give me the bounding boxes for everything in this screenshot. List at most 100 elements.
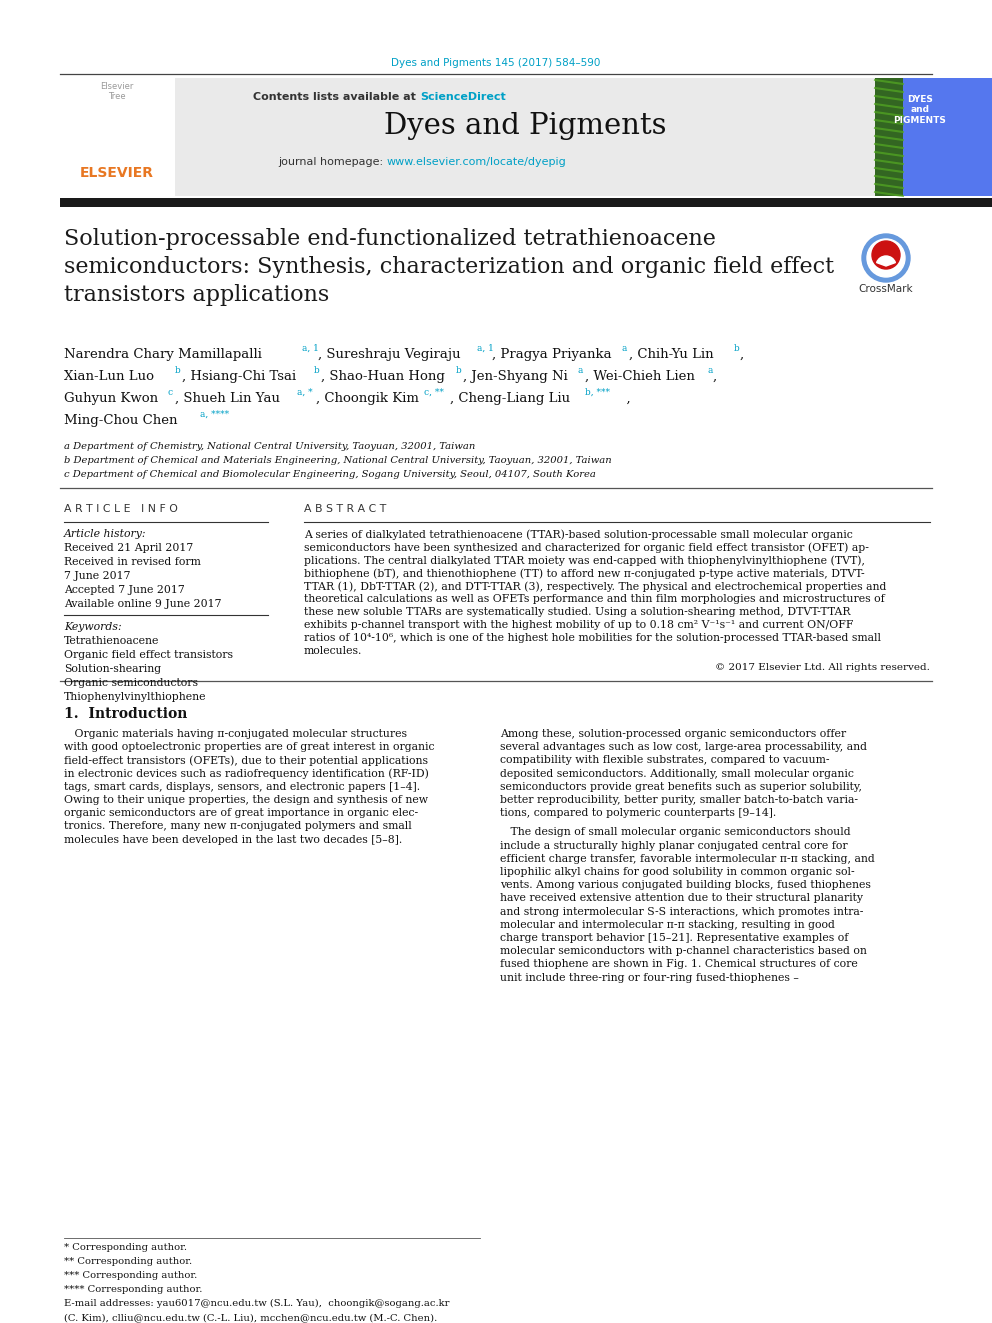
Text: Solution-processable end-functionalized tetrathienoacene
semiconductors: Synthes: Solution-processable end-functionalized …	[64, 228, 834, 306]
Text: Dyes and Pigments 145 (2017) 584–590: Dyes and Pigments 145 (2017) 584–590	[391, 58, 601, 67]
Text: with good optoelectronic properties are of great interest in organic: with good optoelectronic properties are …	[64, 742, 434, 753]
Text: ,: ,	[618, 392, 631, 405]
Bar	[60, 198, 992, 206]
Text: , Cheng-Liang Liu: , Cheng-Liang Liu	[450, 392, 570, 405]
Text: ScienceDirect: ScienceDirect	[420, 93, 506, 102]
Bar	[60, 78, 175, 196]
Text: compatibility with flexible substrates, compared to vacuum-: compatibility with flexible substrates, …	[500, 755, 829, 766]
Text: b: b	[314, 366, 319, 374]
Text: c: c	[168, 388, 174, 397]
Text: **** Corresponding author.: **** Corresponding author.	[64, 1285, 202, 1294]
Text: theoretical calculations as well as OFETs performance and thin film morphologies: theoretical calculations as well as OFET…	[304, 594, 885, 605]
Text: bithiophene (bT), and thienothiophene (TT) to afford new π-conjugated p-type act: bithiophene (bT), and thienothiophene (T…	[304, 568, 865, 578]
Text: molecules.: molecules.	[304, 646, 362, 656]
Text: ,: ,	[740, 348, 744, 361]
Text: Guhyun Kwon: Guhyun Kwon	[64, 392, 158, 405]
Text: these new soluble TTARs are systematically studied. Using a solution-shearing me: these new soluble TTARs are systematical…	[304, 607, 850, 617]
Text: a: a	[707, 366, 712, 374]
Text: Narendra Chary Mamillapalli: Narendra Chary Mamillapalli	[64, 348, 262, 361]
Bar	[875, 78, 992, 196]
Text: field-effect transistors (OFETs), due to their potential applications: field-effect transistors (OFETs), due to…	[64, 755, 428, 766]
Text: deposited semiconductors. Additionally, small molecular organic: deposited semiconductors. Additionally, …	[500, 769, 854, 779]
Text: Thiophenylvinylthiophene: Thiophenylvinylthiophene	[64, 692, 206, 703]
Text: Xian-Lun Luo: Xian-Lun Luo	[64, 370, 154, 382]
Text: , Jen-Shyang Ni: , Jen-Shyang Ni	[463, 370, 567, 382]
Text: Ming-Chou Chen: Ming-Chou Chen	[64, 414, 178, 427]
Text: , Shao-Huan Hong: , Shao-Huan Hong	[321, 370, 444, 382]
Text: plications. The central dialkylated TTAR moiety was end-capped with thiophenylvi: plications. The central dialkylated TTAR…	[304, 556, 865, 565]
Text: tags, smart cards, displays, sensors, and electronic papers [1–4].: tags, smart cards, displays, sensors, an…	[64, 782, 421, 791]
Text: tronics. Therefore, many new π-conjugated polymers and small: tronics. Therefore, many new π-conjugate…	[64, 822, 412, 831]
Text: semiconductors have been synthesized and characterized for organic field effect : semiconductors have been synthesized and…	[304, 542, 869, 553]
Text: molecules have been developed in the last two decades [5–8].: molecules have been developed in the las…	[64, 835, 402, 844]
Text: Owing to their unique properties, the design and synthesis of new: Owing to their unique properties, the de…	[64, 795, 428, 804]
Text: organic semiconductors are of great importance in organic elec-: organic semiconductors are of great impo…	[64, 808, 418, 818]
Bar	[175, 78, 875, 196]
Text: Available online 9 June 2017: Available online 9 June 2017	[64, 599, 221, 609]
Text: better reproducibility, better purity, smaller batch-to-batch varia-: better reproducibility, better purity, s…	[500, 795, 858, 804]
Text: , Shueh Lin Yau: , Shueh Lin Yau	[175, 392, 280, 405]
Text: several advantages such as low cost, large-area processability, and: several advantages such as low cost, lar…	[500, 742, 867, 753]
Text: b, ***: b, ***	[585, 388, 610, 397]
Bar	[875, 78, 903, 196]
Text: Received in revised form: Received in revised form	[64, 557, 200, 568]
Text: vents. Among various conjugated building blocks, fused thiophenes: vents. Among various conjugated building…	[500, 880, 871, 890]
Text: c Department of Chemical and Biomolecular Engineering, Sogang University, Seoul,: c Department of Chemical and Biomolecula…	[64, 470, 596, 479]
Text: b: b	[456, 366, 461, 374]
Text: have received extensive attention due to their structural planarity: have received extensive attention due to…	[500, 893, 863, 904]
Text: in electronic devices such as radiofrequency identification (RF-ID): in electronic devices such as radiofrequ…	[64, 769, 429, 779]
Text: Organic field effect transistors: Organic field effect transistors	[64, 650, 233, 660]
Text: CrossMark: CrossMark	[859, 284, 914, 294]
Text: * Corresponding author.: * Corresponding author.	[64, 1244, 187, 1252]
Text: , Choongik Kim: , Choongik Kim	[316, 392, 419, 405]
Text: exhibits p-channel transport with the highest mobility of up to 0.18 cm² V⁻¹s⁻¹ : exhibits p-channel transport with the hi…	[304, 620, 853, 630]
Text: Elsevier
Tree: Elsevier Tree	[100, 82, 134, 102]
Text: , Sureshraju Vegiraju: , Sureshraju Vegiraju	[318, 348, 460, 361]
Text: , Chih-Yu Lin: , Chih-Yu Lin	[629, 348, 713, 361]
Text: (C. Kim), clliu@ncu.edu.tw (C.-L. Liu), mcchen@ncu.edu.tw (M.-C. Chen).: (C. Kim), clliu@ncu.edu.tw (C.-L. Liu), …	[64, 1312, 437, 1322]
Text: A series of dialkylated tetrathienoacene (TTAR)-based solution-processable small: A series of dialkylated tetrathienoacene…	[304, 529, 853, 540]
Text: a, *: a, *	[297, 388, 312, 397]
Text: include a structurally highly planar conjugated central core for: include a structurally highly planar con…	[500, 840, 847, 851]
Text: Organic semiconductors: Organic semiconductors	[64, 677, 198, 688]
Text: The design of small molecular organic semiconductors should: The design of small molecular organic se…	[500, 827, 850, 837]
Circle shape	[867, 239, 905, 277]
Text: ,: ,	[713, 370, 717, 382]
Text: b: b	[175, 366, 181, 374]
Circle shape	[872, 241, 900, 269]
Text: TTAR (1), DbT-TTAR (2), and DTT-TTAR (3), respectively. The physical and electro: TTAR (1), DbT-TTAR (2), and DTT-TTAR (3)…	[304, 581, 887, 591]
Text: www.elsevier.com/locate/dyepig: www.elsevier.com/locate/dyepig	[387, 157, 566, 167]
Text: Keywords:: Keywords:	[64, 622, 122, 632]
Text: Dyes and Pigments: Dyes and Pigments	[384, 112, 667, 140]
Text: a: a	[622, 344, 627, 353]
Text: Contents lists available at: Contents lists available at	[253, 93, 420, 102]
Text: , Hsiang-Chi Tsai: , Hsiang-Chi Tsai	[182, 370, 297, 382]
Text: Tetrathienoacene: Tetrathienoacene	[64, 636, 160, 646]
Text: fused thiophene are shown in Fig. 1. Chemical structures of core: fused thiophene are shown in Fig. 1. Che…	[500, 959, 858, 970]
Text: lipophilic alkyl chains for good solubility in common organic sol-: lipophilic alkyl chains for good solubil…	[500, 867, 855, 877]
Text: unit include three-ring or four-ring fused-thiophenes –: unit include three-ring or four-ring fus…	[500, 972, 799, 983]
Text: semiconductors provide great benefits such as superior solubility,: semiconductors provide great benefits su…	[500, 782, 862, 791]
Circle shape	[862, 234, 910, 282]
Text: tions, compared to polymeric counterparts [9–14].: tions, compared to polymeric counterpart…	[500, 808, 777, 818]
Text: Received 21 April 2017: Received 21 April 2017	[64, 542, 193, 553]
Text: Accepted 7 June 2017: Accepted 7 June 2017	[64, 585, 185, 595]
Text: 7 June 2017: 7 June 2017	[64, 572, 131, 581]
Wedge shape	[877, 255, 896, 266]
Text: , Pragya Priyanka: , Pragya Priyanka	[492, 348, 612, 361]
Text: journal homepage:: journal homepage:	[279, 157, 387, 167]
Text: Solution-shearing: Solution-shearing	[64, 664, 161, 673]
Text: ELSEVIER: ELSEVIER	[80, 165, 154, 180]
Text: A B S T R A C T: A B S T R A C T	[304, 504, 386, 515]
Text: *** Corresponding author.: *** Corresponding author.	[64, 1271, 197, 1279]
Text: , Wei-Chieh Lien: , Wei-Chieh Lien	[585, 370, 694, 382]
Text: a: a	[578, 366, 583, 374]
Text: A R T I C L E   I N F O: A R T I C L E I N F O	[64, 504, 178, 515]
Text: molecular semiconductors with p-channel characteristics based on: molecular semiconductors with p-channel …	[500, 946, 867, 957]
Text: Article history:: Article history:	[64, 529, 147, 538]
Text: a, ****: a, ****	[200, 410, 229, 419]
Text: ** Corresponding author.: ** Corresponding author.	[64, 1257, 192, 1266]
Text: b: b	[734, 344, 740, 353]
Text: molecular and intermolecular π-π stacking, resulting in good: molecular and intermolecular π-π stackin…	[500, 919, 835, 930]
Text: Among these, solution-processed organic semiconductors offer: Among these, solution-processed organic …	[500, 729, 846, 740]
